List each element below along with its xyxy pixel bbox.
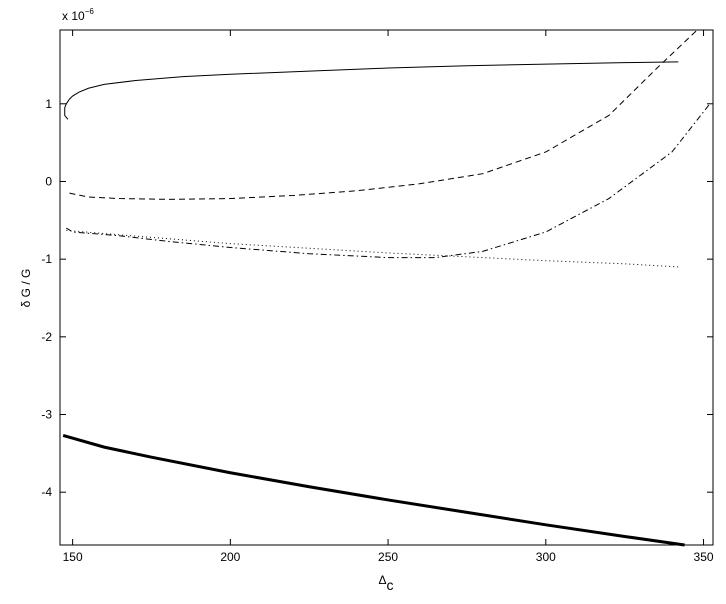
plot-frame [59,29,714,546]
y-axis-label: δ G / G [19,269,33,308]
y-tick-label: -3 [41,408,52,422]
y-multiplier-base: x 10 [62,9,85,23]
x-tick-label: 200 [220,550,240,564]
y-exponent: −6 [85,7,95,16]
data-line [66,229,679,268]
data-line [69,29,698,200]
y-tick-label: -1 [41,252,52,266]
x-label-main: Δ [378,573,386,587]
x-axis-label: Δc [378,573,393,593]
y-tick-label: -2 [41,330,52,344]
y-tick-label: 0 [45,174,52,188]
y-tick-label: 1 [45,97,52,111]
data-line [62,434,685,547]
y-multiplier: x 10−6 [62,7,94,23]
x-tick-label: 350 [694,550,714,564]
data-line [66,103,711,259]
x-tick-label: 250 [378,550,398,564]
x-tick-label: 150 [63,550,83,564]
x-tick-label: 300 [536,550,556,564]
x-label-subscript: c [387,577,394,593]
y-tick-label: -4 [41,485,52,499]
data-line [64,61,679,120]
